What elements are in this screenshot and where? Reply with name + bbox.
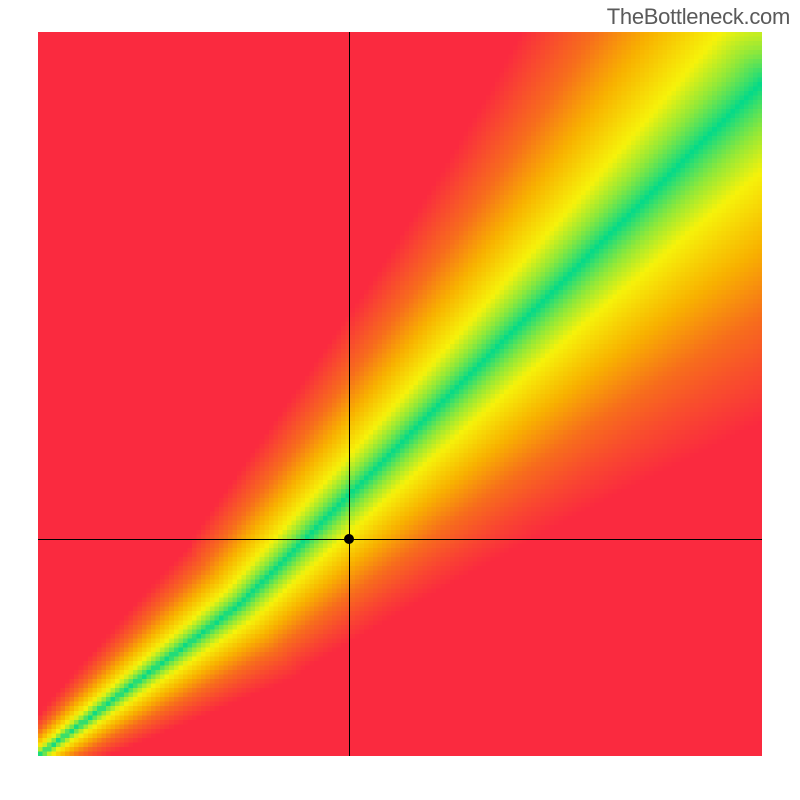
crosshair-horizontal — [38, 539, 762, 540]
chart-container: TheBottleneck.com — [0, 0, 800, 800]
heatmap-canvas — [38, 32, 762, 756]
crosshair-vertical — [349, 32, 350, 756]
heatmap-frame — [38, 32, 762, 756]
watermark-text: TheBottleneck.com — [607, 4, 790, 30]
marker-dot — [344, 534, 354, 544]
